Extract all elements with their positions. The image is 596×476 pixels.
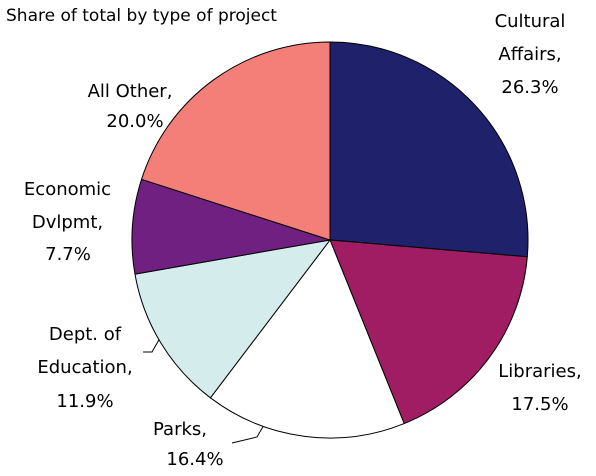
slice-label: Economic Dvlpmt, [23,179,112,233]
pie-slice [329,41,529,258]
leader-line [143,337,161,353]
pie-slice [131,178,331,275]
slice-label: Libraries, [498,361,582,382]
value-label: 26.3% [501,77,559,98]
slice-label: Parks, [153,419,207,440]
slice-label: Dept. of Education, [37,324,133,378]
value-label: 20.0% [106,111,164,132]
value-label: 17.5% [511,394,569,415]
pie-slice [134,239,332,399]
slice-label: All Other, [87,81,173,102]
value-label: 7.7% [45,244,91,265]
slice-label: Cultural Affairs, [494,11,566,65]
pie-slice [140,41,331,241]
pie-slice [209,238,405,439]
value-label: 16.4% [166,449,224,470]
value-label: 11.9% [56,391,114,412]
pie-slice [329,239,528,425]
chart-title: Share of total by type of project [6,6,277,26]
